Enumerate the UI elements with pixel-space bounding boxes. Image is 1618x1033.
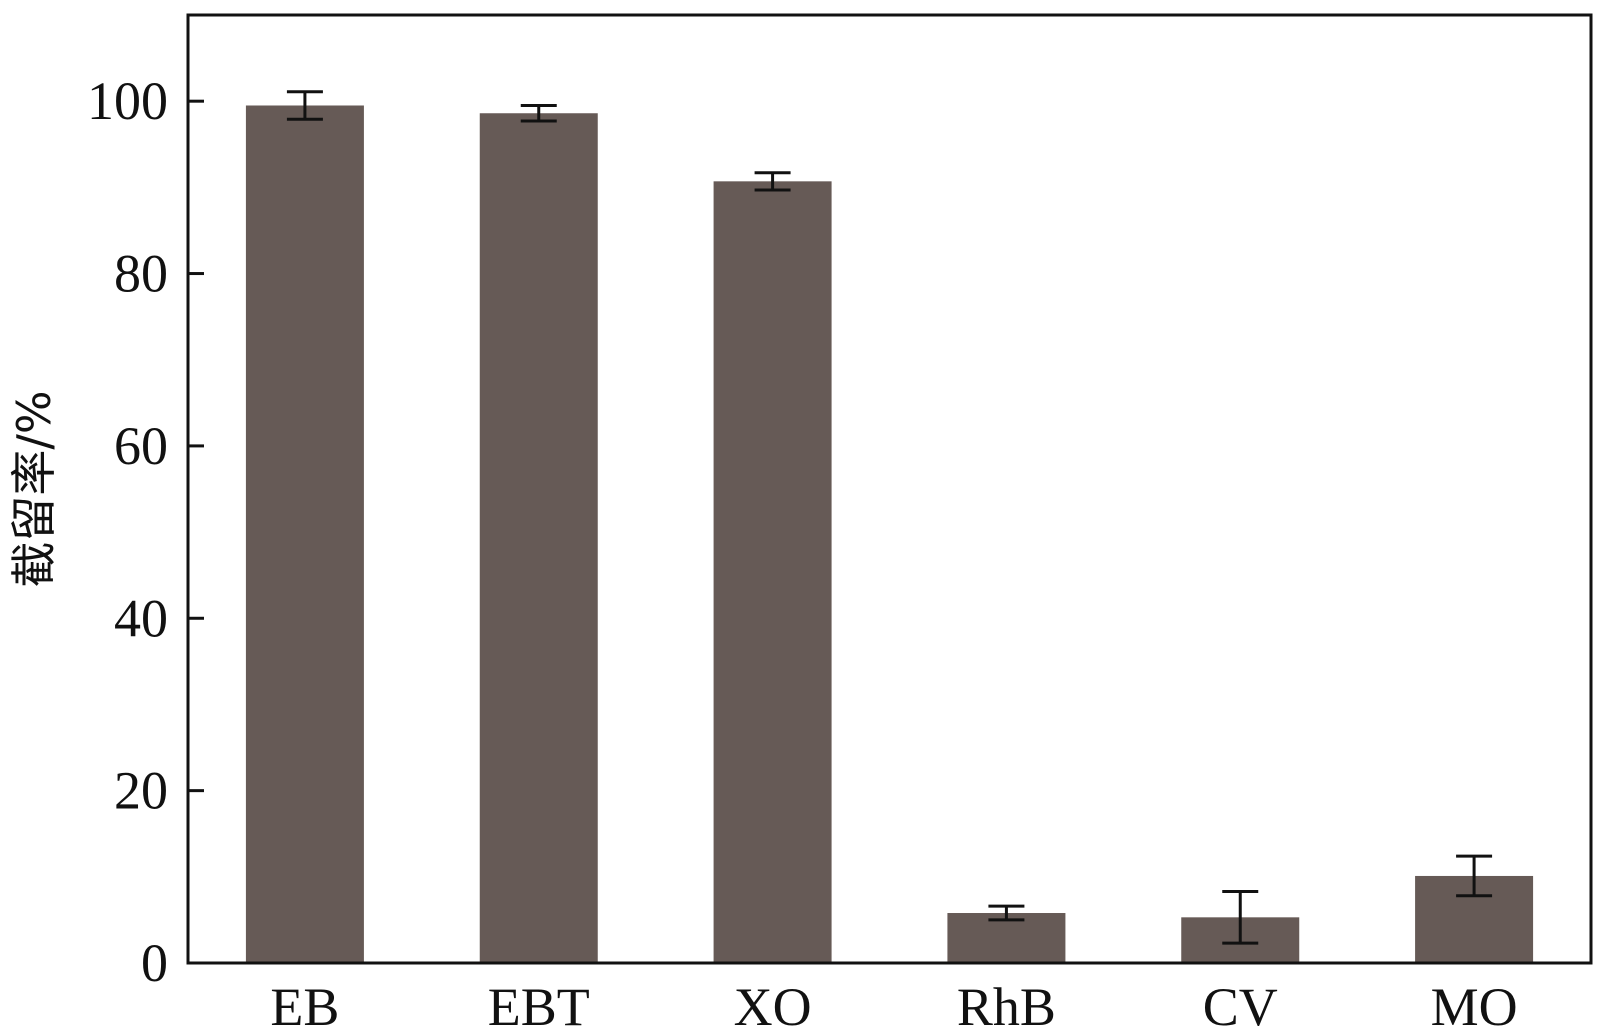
x-axis-categories: EB EBT XO RhB CV MO bbox=[270, 977, 1517, 1033]
error-bar-eb bbox=[286, 90, 323, 121]
bar-eb bbox=[245, 105, 364, 963]
bar-xo bbox=[713, 181, 832, 963]
y-tick-label: 0 bbox=[141, 933, 168, 993]
error-bar-xo bbox=[754, 171, 791, 192]
error-bars-group bbox=[286, 90, 1493, 945]
y-tick-label: 20 bbox=[114, 761, 168, 821]
error-bar-mo bbox=[1456, 854, 1493, 898]
error-bar-ebt bbox=[520, 103, 557, 123]
y-axis-ticks: 0 20 40 60 80 100 bbox=[87, 71, 204, 993]
x-tick-label-rhb: RhB bbox=[957, 977, 1056, 1033]
bar-ebt bbox=[479, 113, 598, 964]
x-tick-label-eb: EB bbox=[270, 977, 339, 1033]
bars-group bbox=[245, 105, 1534, 964]
y-tick-label: 80 bbox=[114, 244, 168, 304]
y-tick-label: 100 bbox=[87, 71, 168, 131]
x-tick-label-cv: CV bbox=[1203, 977, 1278, 1033]
error-bar-cv bbox=[1222, 889, 1259, 945]
x-tick-label-xo: XO bbox=[734, 977, 812, 1033]
y-tick-label: 60 bbox=[114, 416, 168, 476]
y-axis-label: 截留率/% bbox=[7, 390, 61, 587]
x-tick-label-mo: MO bbox=[1431, 977, 1518, 1033]
x-tick-label-ebt: EBT bbox=[488, 977, 590, 1033]
error-bar-rhb bbox=[988, 904, 1025, 922]
plot-frame bbox=[186, 13, 1593, 965]
y-tick-label: 40 bbox=[114, 588, 168, 648]
